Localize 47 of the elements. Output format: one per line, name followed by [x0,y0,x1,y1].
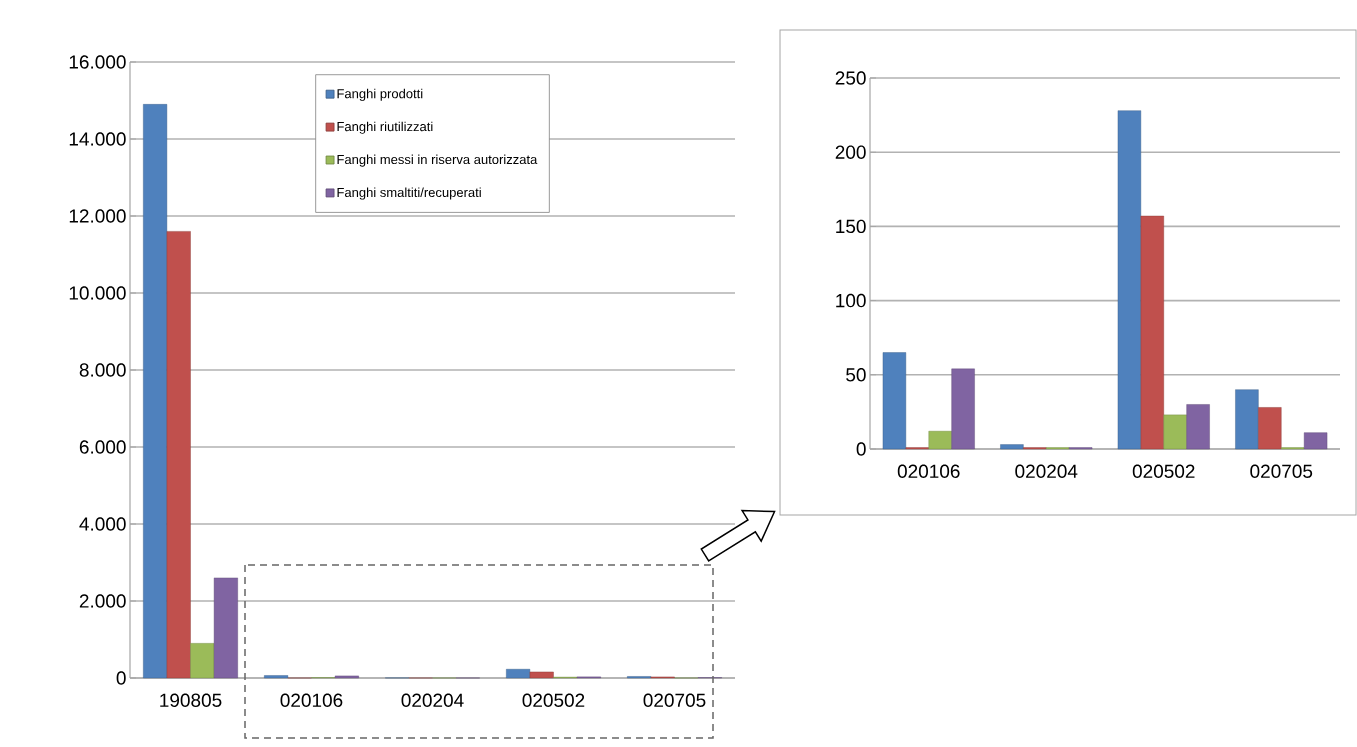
x-tick-label: 020705 [1250,464,1313,478]
y-tick-label: 14.000 [69,132,126,146]
bar [1117,110,1142,450]
bar [166,231,191,679]
x-tick-label: 020204 [1015,464,1078,478]
x-tick-label: 020106 [280,693,343,707]
bar [1235,389,1259,450]
y-tick-label: 150 [836,219,866,234]
y-tick-label: 100 [836,293,866,308]
bar [928,430,952,450]
x-tick-label: 020106 [897,464,960,478]
y-tick-label: 2.000 [79,594,126,608]
y-tick-label: 10.000 [69,286,126,300]
y-tick-label: 16.000 [69,55,126,69]
bar [334,675,359,679]
y-tick-label: 4.000 [79,517,126,531]
bar [143,104,168,679]
y-tick-label: 0 [116,671,126,685]
bar [951,368,975,450]
y-tick-label: 250 [835,71,866,85]
bar [1303,432,1328,450]
bar [1000,444,1024,450]
bar [1186,404,1210,450]
legend-label: Fanghi prodotti [337,88,423,101]
x-tick-label: 020204 [401,693,464,707]
legend-label: Fanghi riutilizzati [337,121,433,134]
bar [506,669,531,679]
bar [213,577,238,679]
x-tick-label: 020502 [522,693,585,707]
y-tick-label: 0 [856,442,866,456]
bar [190,643,215,679]
y-tick-label: 6.000 [79,440,126,454]
y-tick-label: 12.000 [69,209,126,223]
bar [1163,414,1187,450]
legend-label: Fanghi messi in riserva autorizzata [337,154,538,167]
bar [529,671,554,679]
bar [882,352,907,450]
y-tick-label: 8.000 [79,363,126,377]
y-tick-label: 50 [846,368,866,382]
x-tick-label: 020705 [643,693,706,707]
bar [264,675,289,679]
x-tick-label: 020502 [1132,464,1195,478]
bar [1140,215,1164,450]
legend-label: Fanghi smaltiti/recuperati [337,187,481,200]
bar [1258,407,1282,450]
y-tick-label: 200 [835,145,866,159]
x-tick-label: 190805 [160,693,222,707]
